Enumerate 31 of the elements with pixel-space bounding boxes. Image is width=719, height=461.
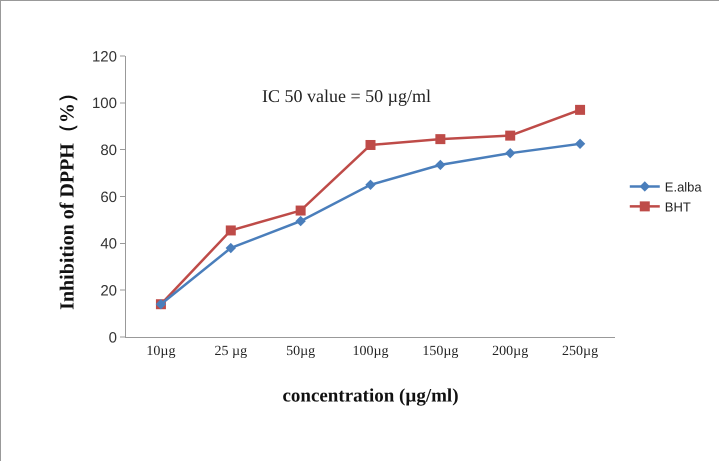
point [226,225,236,236]
x-tick-label: 150µg [422,344,458,359]
point [296,206,306,216]
y-tick-label: 120 [92,48,117,66]
point [575,104,586,115]
point [574,138,586,150]
y-tick-label: 80 [100,142,117,159]
y-axis-title: Inhibition of DPPH（%） [56,83,78,310]
point [505,130,516,141]
y-tick-label: 0 [108,329,117,346]
x-tick-label: 25 µg [214,344,248,359]
point [435,134,446,144]
x-tick-label: 200µg [492,344,528,359]
y-tick-label: 20 [100,282,117,300]
y-tick-label: 60 [100,188,117,206]
point [505,148,516,158]
legend-label: BHT [664,199,691,214]
x-axis-title: concentration (µg/ml) [282,386,459,407]
point [435,160,446,170]
point [365,180,376,190]
point [295,216,306,226]
x-tick-label: 50µg [286,344,316,359]
x-tick-label: 100µg [352,344,389,359]
annotation: IC 50 value = 50 µg/ml [262,86,432,106]
x-tick-label: 250µg [562,344,598,359]
point [366,140,376,150]
legend-label: E.alba [664,180,702,195]
y-tick-label: 40 [100,236,117,253]
y-tick-label: 100 [92,95,117,112]
point [226,242,236,254]
x-tick-label: 10µg [146,344,176,359]
